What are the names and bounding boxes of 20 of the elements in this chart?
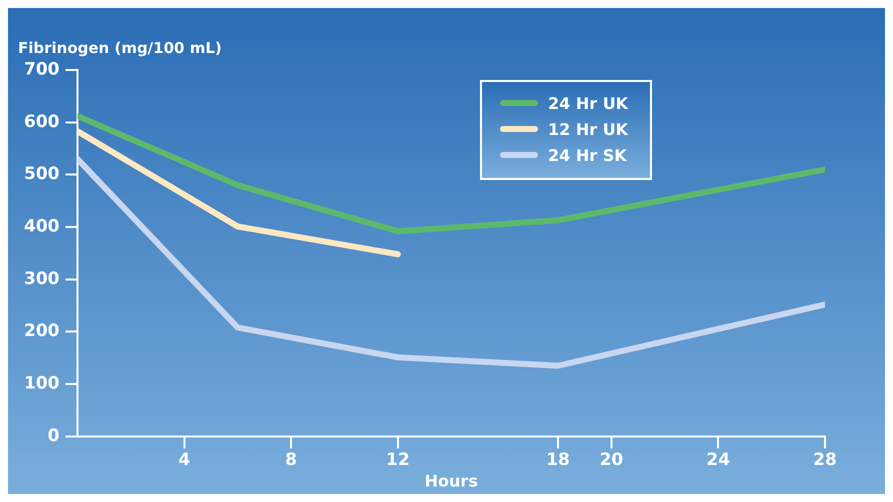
- y-axis-title: Fibrinogen (mg/100 mL): [18, 38, 222, 57]
- x-tick-label: 28: [813, 450, 837, 470]
- x-axis-title: Hours: [424, 472, 478, 491]
- y-tick-label: 200: [24, 321, 60, 342]
- legend-label: 24 Hr UK: [548, 94, 628, 112]
- y-tick-label: 0: [48, 426, 60, 446]
- y-tick-label: 300: [24, 268, 60, 289]
- x-tick-label: 20: [600, 450, 624, 470]
- x-tick-label: 4: [178, 450, 190, 470]
- y-tick-label: 600: [24, 112, 60, 132]
- x-tick-label: 24: [706, 450, 730, 470]
- x-tick-label: 8: [285, 450, 297, 470]
- y-tick-label: 700: [24, 59, 60, 80]
- y-tick-label: 500: [24, 164, 60, 184]
- x-tick-label: 18: [546, 450, 570, 470]
- legend-label: 12 Hr UK: [548, 120, 628, 138]
- x-tick-label: 12: [386, 450, 410, 470]
- y-tick-label: 400: [24, 216, 60, 236]
- y-tick-label: 100: [24, 373, 60, 394]
- legend-label: 24 Hr SK: [548, 146, 627, 164]
